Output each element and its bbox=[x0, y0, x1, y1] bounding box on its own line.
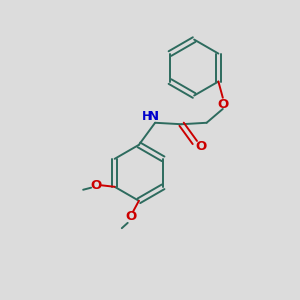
Text: O: O bbox=[125, 211, 136, 224]
Text: O: O bbox=[91, 179, 102, 192]
Text: O: O bbox=[196, 140, 207, 152]
Text: H: H bbox=[142, 110, 152, 123]
Text: O: O bbox=[218, 98, 229, 111]
Text: N: N bbox=[148, 110, 159, 123]
